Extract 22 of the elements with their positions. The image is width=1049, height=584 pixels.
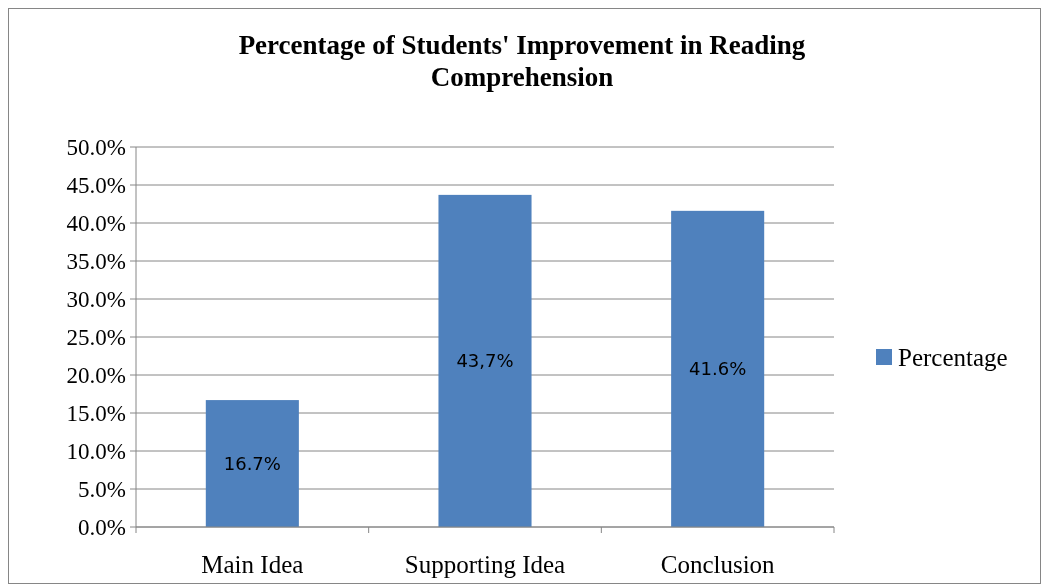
data-label: 16.7%	[223, 452, 281, 474]
data-label: 43,7%	[456, 349, 514, 371]
data-label: 41.6%	[689, 357, 747, 379]
x-tick-label: Conclusion	[660, 551, 776, 578]
y-tick-label: 0.0%	[78, 515, 126, 540]
bar	[438, 194, 532, 527]
y-tick-label: 30.0%	[66, 287, 126, 312]
y-tick-label: 35.0%	[66, 249, 126, 274]
chart-title: Percentage of Students' Improvement in Reading Comprehension	[238, 30, 806, 92]
bar	[205, 400, 299, 527]
y-tick-label: 10.0%	[66, 439, 126, 464]
bar	[671, 210, 765, 527]
y-tick-label: 50.0%	[66, 135, 126, 160]
legend-label: Percentage	[898, 344, 1008, 371]
y-tick-label: 45.0%	[66, 173, 126, 198]
x-tick-label: Main Idea	[201, 551, 304, 578]
y-tick-label: 5.0%	[78, 477, 126, 502]
x-tick-label: Supporting Idea	[404, 551, 566, 578]
y-tick-label: 15.0%	[66, 401, 126, 426]
y-tick-label: 25.0%	[66, 325, 126, 350]
y-tick-label: 20.0%	[66, 363, 126, 388]
y-tick-label: 40.0%	[66, 211, 126, 236]
